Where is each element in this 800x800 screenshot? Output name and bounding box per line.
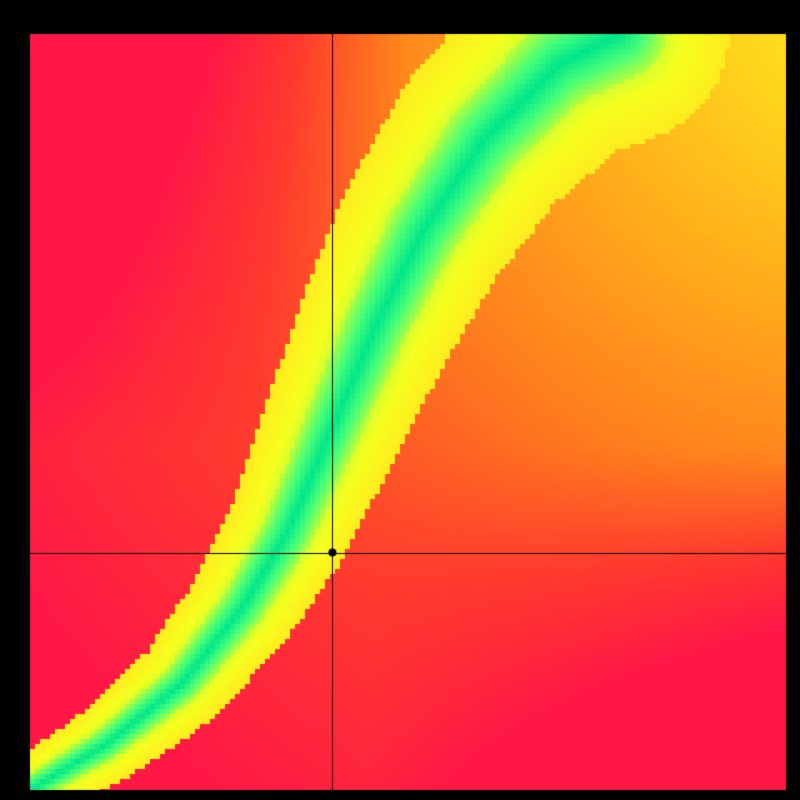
heatmap-canvas — [0, 0, 800, 800]
chart-container: TheBottleneck.com — [0, 0, 800, 800]
